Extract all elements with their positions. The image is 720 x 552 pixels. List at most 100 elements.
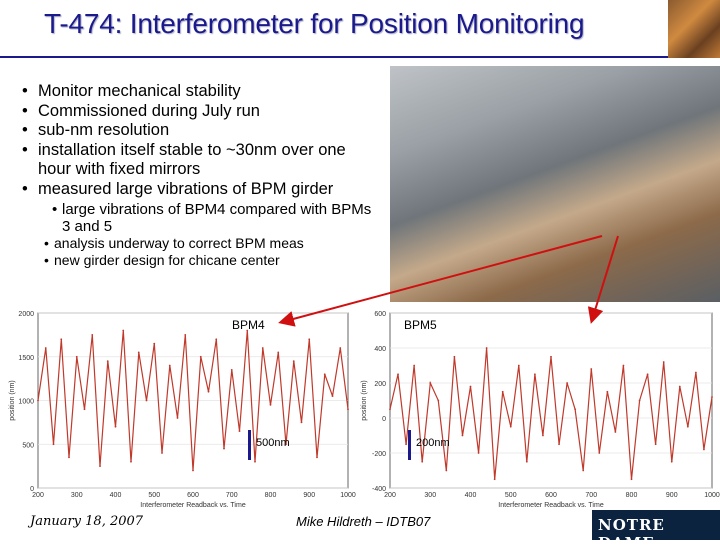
data-point: [68, 456, 70, 459]
data-point: [277, 351, 280, 354]
data-point: [654, 443, 657, 446]
data-point: [75, 355, 78, 358]
data-point: [582, 469, 585, 472]
interferometer-photo: [390, 66, 720, 302]
data-point: [525, 460, 528, 463]
bullet-5: measured large vibrations of BPM girder: [22, 180, 382, 200]
data-point: [199, 355, 202, 358]
x-axis-label: Interferometer Readback vs. Time: [140, 502, 246, 509]
notre-dame-logo: [592, 510, 720, 540]
data-point: [574, 408, 577, 411]
data-point: [316, 456, 318, 459]
data-point: [269, 403, 272, 406]
sub-bullet-1: large vibrations of BPM4 compared with B…: [52, 201, 382, 235]
data-point: [285, 443, 287, 446]
x-tick-label: 600: [545, 492, 557, 499]
scale-bar-label: 500nm: [256, 437, 290, 449]
y-tick-label: 200: [374, 381, 386, 388]
data-point: [517, 364, 520, 367]
data-point: [83, 408, 86, 411]
notre-dame-logo-text: NOTRE DAME: [598, 516, 665, 552]
y-tick-label: 2000: [18, 311, 34, 318]
data-point: [501, 390, 504, 393]
x-tick-label: 500: [505, 492, 517, 499]
data-point: [542, 434, 544, 437]
data-point: [215, 338, 218, 341]
y-tick-label: 600: [374, 311, 386, 318]
data-point: [52, 443, 55, 446]
bullet-1: Monitor mechanical stability: [22, 82, 382, 102]
plot-frame: [389, 312, 713, 489]
data-point: [566, 382, 568, 384]
data-point: [598, 452, 601, 454]
data-point: [534, 373, 536, 376]
data-point: [122, 329, 125, 332]
data-point: [176, 417, 179, 419]
scale-bar: [408, 430, 411, 460]
data-point: [184, 333, 187, 336]
data-point: [590, 368, 593, 370]
data-point: [493, 478, 496, 481]
data-point: [421, 460, 424, 463]
x-tick-label: 1000: [340, 492, 356, 499]
title-divider: [0, 56, 668, 58]
data-point: [695, 371, 697, 374]
data-point: [292, 360, 295, 363]
data-point: [44, 347, 47, 349]
x-tick-label: 800: [265, 492, 277, 499]
data-point: [558, 443, 560, 446]
y-axis-label: position (nm): [9, 380, 16, 420]
data-point: [37, 399, 39, 402]
bpm4-chart: 0 500 1000 1500 2000 200 300 400 500 600 700 800 900…: [4, 305, 356, 510]
data-point: [192, 469, 194, 472]
data-point: [485, 347, 488, 349]
data-point: [261, 347, 264, 349]
data-point: [300, 421, 303, 424]
y-tick-label: 500: [22, 442, 34, 449]
data-point: [389, 408, 391, 411]
data-point: [223, 447, 225, 450]
data-point: [678, 385, 681, 388]
x-tick-label: 500: [148, 492, 160, 499]
y-tick-label: -400: [372, 486, 386, 493]
chart-title: BPM5: [404, 318, 437, 332]
data-point: [630, 478, 633, 481]
data-point: [91, 333, 94, 336]
data-point: [670, 460, 673, 463]
data-point: [207, 390, 210, 393]
x-tick-label: 1000: [704, 492, 720, 499]
accelerator-logo-image: [668, 0, 720, 58]
data-point: [397, 373, 399, 376]
data-point: [339, 347, 342, 349]
y-tick-label: -200: [372, 451, 386, 458]
data-point: [308, 338, 311, 341]
y-tick-label: 0: [382, 416, 386, 423]
x-tick-label: 700: [226, 492, 238, 499]
x-tick-label: 900: [666, 492, 678, 499]
data-point: [114, 425, 117, 428]
data-point: [153, 342, 156, 345]
bullet-4: installation itself stable to ~30nm over…: [22, 141, 382, 180]
x-tick-label: 200: [32, 492, 44, 499]
y-tick-label: 400: [374, 346, 386, 353]
data-point: [638, 399, 641, 402]
data-point: [614, 431, 617, 433]
data-point: [413, 364, 416, 367]
data-point: [477, 452, 480, 454]
data-point: [230, 368, 233, 371]
data-point: [60, 338, 63, 341]
data-point: [130, 460, 132, 463]
data-point: [405, 443, 407, 446]
data-point: [622, 364, 625, 367]
x-tick-label: 400: [110, 492, 122, 499]
data-point: [453, 355, 456, 358]
x-tick-label: 300: [424, 492, 436, 499]
data-point: [606, 390, 609, 393]
footer-date: January 18, 2007: [30, 514, 144, 529]
data-point: [646, 373, 649, 376]
sub-bullet-list: large vibrations of BPM4 compared with B…: [22, 201, 382, 269]
bullet-2: Commissioned during July run: [22, 102, 382, 122]
data-point: [429, 382, 432, 384]
y-tick-label: 1500: [18, 355, 34, 362]
data-point: [106, 360, 109, 363]
